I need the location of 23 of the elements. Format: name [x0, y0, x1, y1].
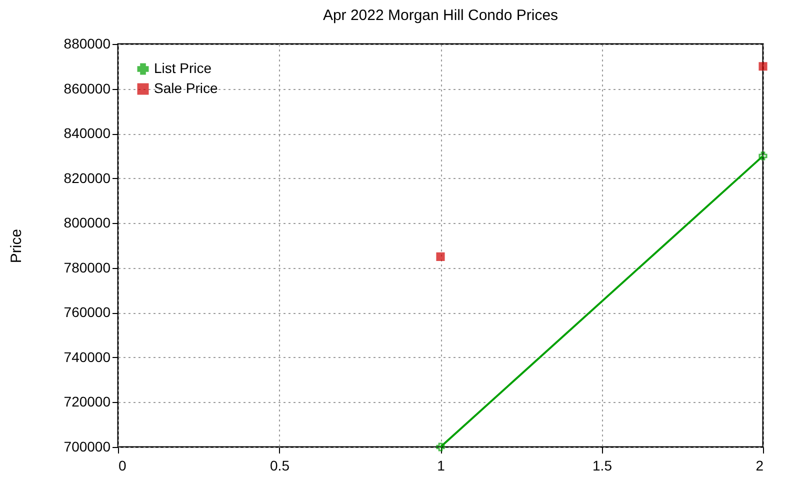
- y-tick-label: 800000: [64, 214, 111, 231]
- x-tick-label: 1: [437, 458, 446, 474]
- y-tick-label: 840000: [64, 125, 111, 142]
- x-tick-label: 1.5: [592, 458, 612, 474]
- x-tick-label: 2: [756, 458, 764, 474]
- y-tick-label: 880000: [64, 36, 111, 52]
- y-tick-label: 780000: [64, 259, 111, 276]
- point: [758, 62, 768, 71]
- y-tick-label: 860000: [64, 80, 111, 96]
- point: [436, 252, 445, 261]
- y-axis-title: Price: [8, 228, 25, 264]
- legend-label: List Price: [154, 60, 212, 76]
- y-tick-label: 720000: [64, 394, 111, 410]
- x-tick-label: 0: [118, 458, 126, 474]
- legend-label: Sale Price: [154, 80, 218, 96]
- point: [758, 152, 768, 160]
- y-tick-label: 760000: [64, 304, 111, 320]
- y-tick-label: 740000: [64, 348, 111, 365]
- y-tick-label: 700000: [64, 438, 111, 454]
- x-tick-label: 0.5: [270, 458, 290, 474]
- point: [436, 442, 445, 452]
- y-tick-label: 820000: [64, 170, 111, 186]
- chart-title: Apr 2022 Morgan Hill Condo Prices: [322, 7, 558, 24]
